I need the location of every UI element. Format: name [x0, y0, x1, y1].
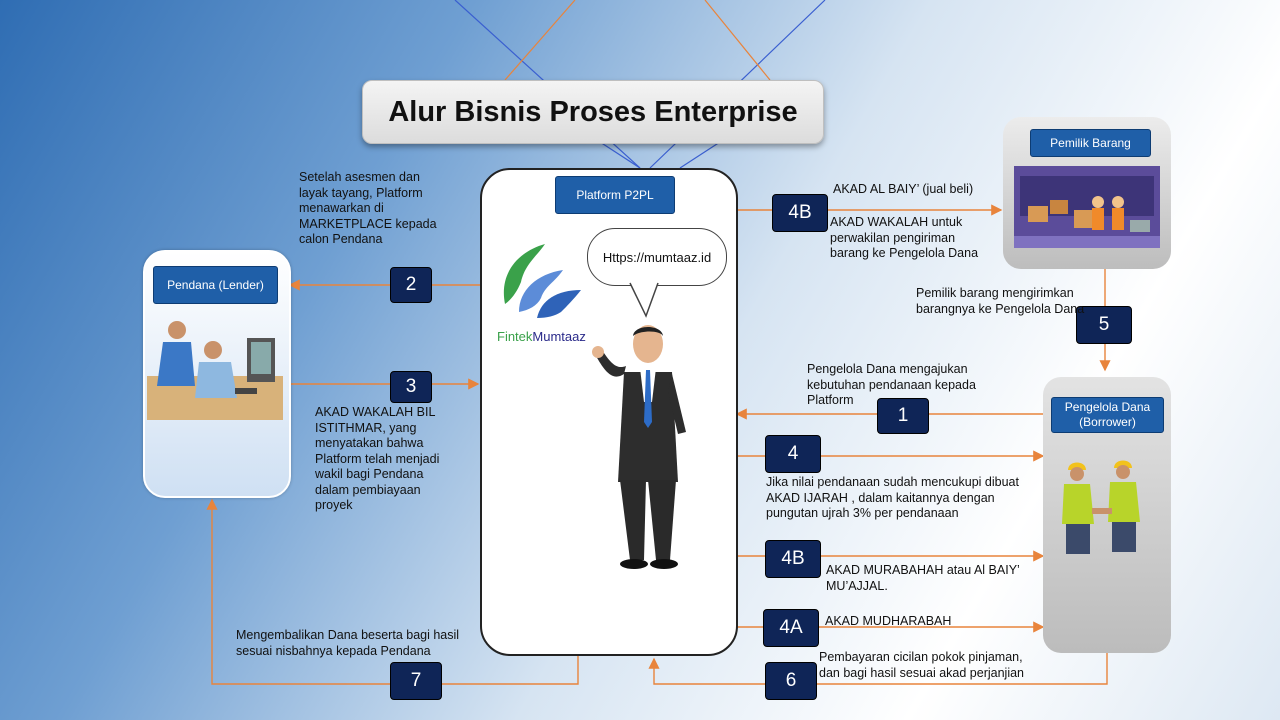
- step-2-badge: 2: [390, 267, 432, 303]
- step-5-line: Pemilik barang mengirimkan: [916, 286, 1074, 300]
- step-5-line: barangnya ke Pengelola Dana: [916, 301, 1085, 316]
- step-3-line: dalam pembiayaan: [315, 482, 421, 497]
- step-4b-line: AKAD MURABAHAH atau Al BAIY’: [826, 563, 1020, 577]
- businessman-icon: [592, 325, 686, 569]
- page-title: Alur Bisnis Proses Enterprise: [362, 80, 824, 144]
- step-3-text: AKAD WAKALAH BIL ISTITHMAR, yang menyata…: [315, 405, 439, 514]
- step-3-line: ISTITHMAR, yang: [315, 420, 417, 435]
- step-2-line: calon Pendana: [299, 232, 383, 246]
- step-3-line: Platform telah menjadi: [315, 451, 440, 466]
- step-1-line: kebutuhan pendanaan kepada: [807, 377, 976, 392]
- step-4-text: Jika nilai pendanaan sudah mencukupi dib…: [766, 475, 1019, 522]
- borrower-label: Pengelola Dana (Borrower): [1051, 397, 1164, 433]
- step-4b-badge: 4B: [765, 540, 821, 578]
- step-4b-line: MU’AJJAL.: [826, 578, 888, 593]
- borrower-label-line1: Pengelola Dana: [1064, 400, 1151, 414]
- step-6-text: Pembayaran cicilan pokok pinjaman, dan b…: [819, 650, 1024, 681]
- borrower-label-line2: (Borrower): [1079, 415, 1136, 429]
- step-6-badge: 6: [765, 662, 817, 700]
- step-1-text: Pengelola Dana mengajukan kebutuhan pend…: [807, 362, 976, 409]
- logo-text-left: Fintek: [497, 329, 533, 344]
- step-4-line: Jika nilai pendanaan sudah mencukupi dib…: [766, 475, 1019, 489]
- step-4a-badge: 4A: [763, 609, 819, 647]
- step-6-line: Pembayaran cicilan pokok pinjaman,: [819, 650, 1023, 664]
- warehouse-icon: [1014, 166, 1160, 248]
- step-5-badge: 5: [1076, 306, 1132, 344]
- step-2-line: menawarkan di: [299, 201, 384, 215]
- step-7-badge: 7: [390, 662, 442, 700]
- step-3-badge: 3: [390, 371, 432, 403]
- step-3-line: AKAD WAKALAH BIL: [315, 405, 436, 419]
- step-2-text: Setelah asesmen dan layak tayang, Platfo…: [299, 170, 437, 248]
- step-7-line: Mengembalikan Dana beserta bagi hasil: [236, 628, 460, 642]
- step-5-text: Pemilik barang mengirimkan barangnya ke …: [916, 286, 1084, 317]
- step-4-line: AKAD IJARAH , dalam kaitannya dengan: [766, 490, 995, 505]
- step-4-line: pungutan ujrah 3% per pendanaan: [766, 506, 959, 520]
- step-3-line: wakil bagi Pendana: [315, 467, 424, 481]
- step-4-badge: 4: [765, 435, 821, 473]
- step-7-text: Mengembalikan Dana beserta bagi hasil se…: [236, 628, 459, 659]
- borrower-workers-icon: [1062, 460, 1140, 554]
- step-4b-top-line: barang ke Pengelola Dana: [830, 246, 979, 260]
- step-2-line: layak tayang, Platform: [299, 185, 423, 200]
- step-4b-top-text-b: AKAD WAKALAH untuk perwakilan pengiriman…: [830, 215, 978, 262]
- owner-label: Pemilik Barang: [1030, 129, 1151, 157]
- logo-text: FintekMumtaaz: [497, 329, 586, 344]
- platform-label: Platform P2PL: [555, 176, 675, 214]
- step-2-line: MARKETPLACE kepada: [299, 216, 437, 231]
- step-3-line: menyatakan bahwa: [315, 436, 424, 450]
- fintek-logo: [497, 234, 589, 324]
- step-6-line: dan bagi hasil sesuai akad perjanjian: [819, 665, 1025, 680]
- step-1-line: Pengelola Dana mengajukan: [807, 362, 968, 376]
- step-4b-top-line: perwakilan pengiriman: [830, 230, 956, 245]
- step-4b-text: AKAD MURABAHAH atau Al BAIY’ MU’AJJAL.: [826, 563, 1020, 594]
- lender-label: Pendana (Lender): [153, 266, 278, 304]
- step-4a-text: AKAD MUDHARABAH: [825, 614, 952, 628]
- step-2-line: Setelah asesmen dan: [299, 170, 420, 184]
- step-4b-top-line: AKAD WAKALAH untuk: [830, 215, 963, 229]
- step-7-line: sesuai nisbahnya kepada Pendana: [236, 643, 431, 658]
- lender-workers-icon: [147, 321, 283, 420]
- url-bubble: Https://mumtaaz.id: [587, 228, 727, 286]
- logo-text-right: Mumtaaz: [532, 329, 586, 344]
- step-4b-top-badge: 4B: [772, 194, 828, 232]
- step-1-badge: 1: [877, 398, 929, 434]
- step-3-line: proyek: [315, 498, 353, 512]
- bubble-tail-icon: [629, 282, 659, 318]
- step-1-line: Platform: [807, 393, 854, 407]
- step-4b-top-text-a: AKAD AL BAIY’ (jual beli): [833, 182, 974, 196]
